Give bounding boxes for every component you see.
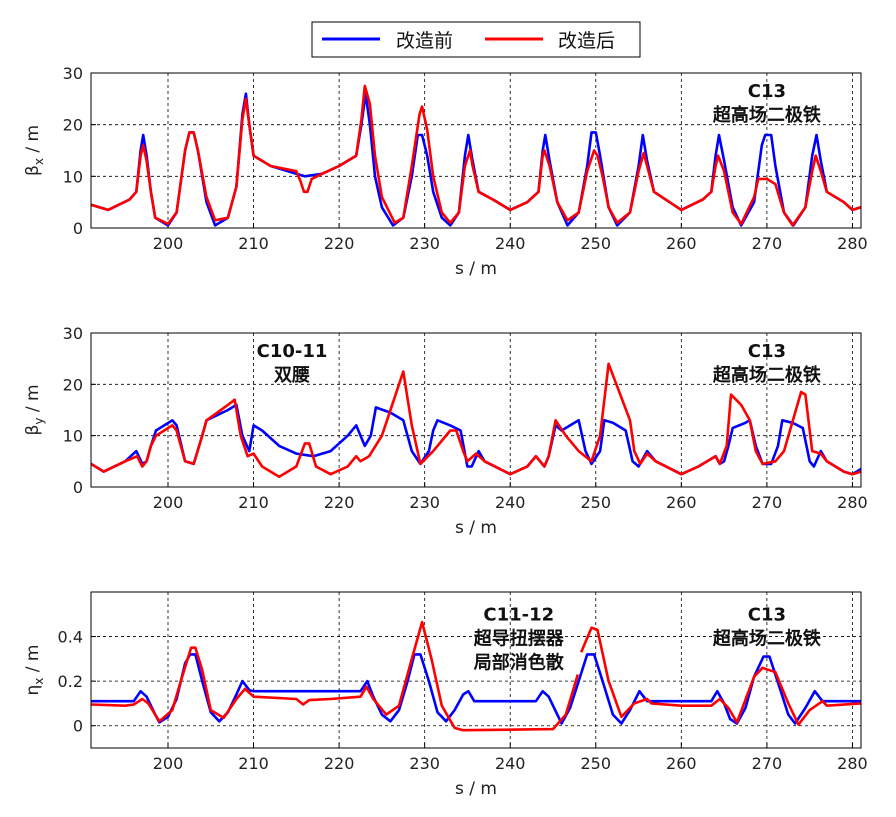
y-tick-label: 20	[63, 116, 83, 135]
x-tick-label: 230	[409, 234, 440, 253]
plot-frame	[90, 332, 862, 488]
x-tick-label: 260	[666, 234, 697, 253]
series-line-after	[91, 84, 861, 227]
x-tick-label: 200	[153, 493, 184, 512]
x-tick-label: 220	[324, 234, 355, 253]
x-tick-label: 240	[495, 493, 526, 512]
y-tick-label: 0.2	[58, 672, 83, 691]
x-tick-label: 220	[324, 493, 355, 512]
y-axis-label: βx / m	[23, 125, 46, 176]
annotation: C10-11 双腰	[257, 341, 328, 386]
x-tick-label: 200	[153, 754, 184, 773]
x-axis-label: s / m	[455, 779, 497, 799]
y-tick-label: 10	[63, 167, 83, 186]
subplot-2: 200 210 220 230 240 250 260 270 280 0 10 20 30 C10-11…	[23, 324, 868, 538]
y-axis-label: ηx / m	[23, 645, 46, 696]
subplot-1: 200 210 220 230 240 250 260 270 280 0 10 20 30 C13 超高场…	[23, 64, 868, 279]
x-axis-label: s / m	[455, 259, 497, 279]
y-tick-label: 20	[63, 375, 83, 394]
y-tick-label: 30	[63, 324, 83, 343]
x-tick-label: 280	[837, 493, 868, 512]
x-tick-label: 240	[495, 234, 526, 253]
annotation: C13 超高场二极铁	[713, 81, 821, 126]
x-tick-label: 250	[581, 754, 612, 773]
subplot-3: 200 210 220 230 240 250 260 270 280 0 0.2 0.4 C11-12…	[23, 591, 868, 799]
x-tick-label: 250	[581, 234, 612, 253]
series-line-after	[91, 362, 861, 478]
x-tick-label: 260	[666, 754, 697, 773]
x-tick-label: 220	[324, 754, 355, 773]
plot-frame	[90, 72, 862, 229]
x-tick-label: 210	[238, 754, 269, 773]
x-tick-label: 270	[752, 493, 783, 512]
x-tick-label: 230	[409, 754, 440, 773]
x-tick-label: 240	[495, 754, 526, 773]
x-tick-label: 210	[238, 493, 269, 512]
x-tick-label: 210	[238, 234, 269, 253]
y-tick-label: 10	[63, 427, 83, 446]
x-tick-label: 260	[666, 493, 697, 512]
x-tick-label: 250	[581, 493, 612, 512]
legend: 改造前 改造后	[311, 21, 641, 58]
y-tick-label: 30	[63, 64, 83, 83]
y-axis-label: βy / m	[23, 384, 46, 435]
annotation: C11-12 超导扭摆器局部消色散	[474, 604, 565, 673]
x-tick-label: 280	[837, 754, 868, 773]
x-tick-label: 270	[752, 754, 783, 773]
x-tick-label: 200	[153, 234, 184, 253]
y-tick-label: 0	[73, 478, 83, 497]
y-tick-label: 0	[73, 717, 83, 736]
x-tick-label: 280	[837, 234, 868, 253]
legend-label-before: 改造前	[396, 30, 453, 52]
legend-label-after: 改造后	[558, 30, 615, 52]
annotation: C13 超高场二极铁	[713, 341, 821, 386]
series-line-after	[91, 620, 861, 732]
plot-frame	[90, 591, 862, 749]
x-tick-label: 230	[409, 493, 440, 512]
y-tick-label: 0.4	[58, 628, 83, 647]
annotation: C13 超高场二极铁	[713, 604, 821, 649]
x-axis-label: s / m	[455, 518, 497, 538]
y-tick-label: 0	[73, 219, 83, 238]
x-tick-label: 270	[752, 234, 783, 253]
